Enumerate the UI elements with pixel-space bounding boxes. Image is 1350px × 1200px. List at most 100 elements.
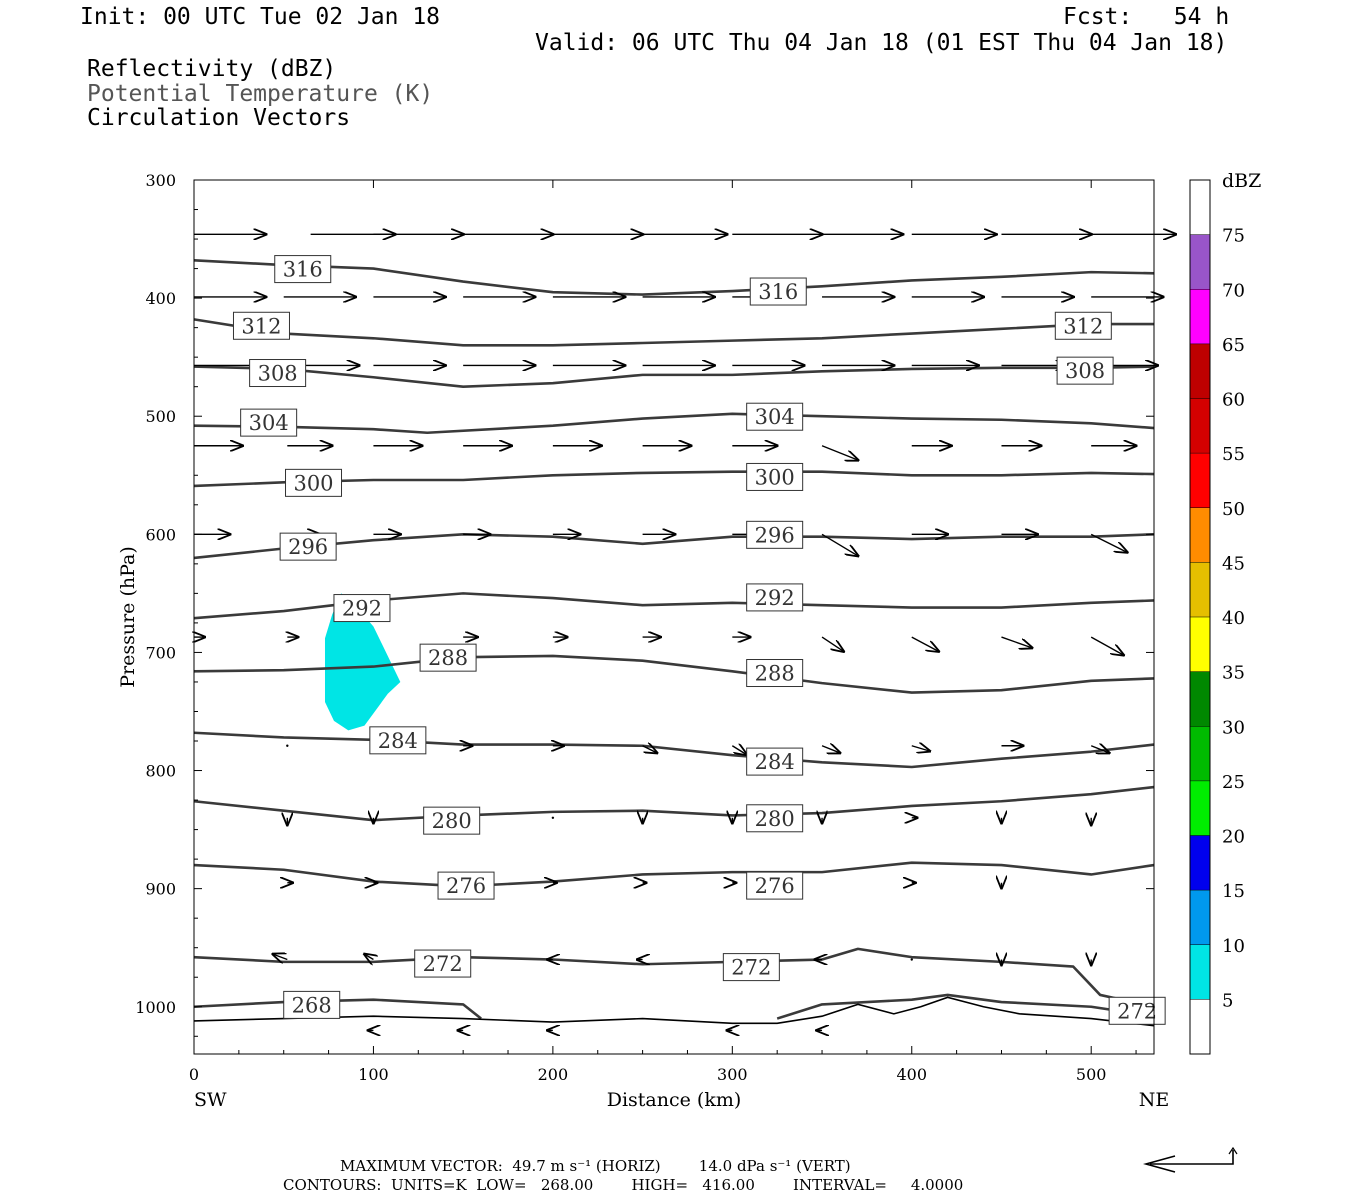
colorbar-segment [1190,289,1210,344]
contour-label-undefined: 272 [423,952,463,976]
contour-label-box-8 [285,468,343,497]
vector-6-6 [911,746,930,751]
contour-label-undefined: 284 [378,729,418,753]
x-tick-label-200: 200 [538,1065,569,1084]
x-tick-label-400: 400 [896,1065,927,1084]
colorbar-label-15: 15 [1222,881,1245,902]
vector-6-5 [821,746,840,753]
contour-info-note: CONTOURS: UNITS=K LOW= 268.00 HIGH= 416.… [283,1176,964,1194]
colorbar-label-50: 50 [1222,499,1245,520]
contour-label-undefined: 308 [1065,359,1105,383]
vector-9-0 [273,954,288,959]
isentrope-316-0 [193,259,1155,296]
reflectivity-area-0 [324,593,401,731]
contour-label-box-25 [283,990,341,1019]
colorbar-label-10: 10 [1222,936,1245,957]
contour-label-undefined: 300 [755,465,795,489]
colorbar-segment [1190,562,1210,617]
contour-label-box-3 [1054,311,1112,340]
isentrope-304-3 [193,412,1155,435]
field-title-reflectivity: Reflectivity (dBZ) [87,56,337,82]
colorbar-label-75: 75 [1222,226,1245,247]
forecast-hour: Fcst: 54 h [1063,4,1230,30]
contour-label-box-11 [746,520,804,549]
init-time: Init: 00 UTC Tue 02 Jan 18 [80,4,441,30]
x-right-direction-label: NE [1139,1089,1170,1111]
contour-label-box-0 [274,255,332,284]
contour-label-undefined: 272 [1117,999,1157,1023]
contour-label-box-17 [746,747,804,776]
contour-label-undefined: 280 [755,807,795,831]
y-tick-label-800: 800 [145,762,176,781]
field-title-vectors: Circulation Vectors [87,105,351,131]
isentrope-300-4 [193,470,1155,488]
colorbar-label-70: 70 [1222,280,1245,301]
vector-9-7 [910,958,913,961]
reference-vector-vertical-head [1228,1146,1238,1155]
surface-pressure-line [193,996,1155,1027]
contour-label-undefined: 280 [432,809,472,833]
contour-label-box-20 [437,871,495,900]
colorbar-label-65: 65 [1222,335,1245,356]
x-tick-label-0: 0 [189,1065,199,1084]
contour-label-undefined: 316 [758,280,798,304]
vector-6-4 [731,746,746,755]
colorbar-segment [1190,398,1210,454]
contour-label-undefined: 312 [1063,314,1103,338]
contour-label-undefined: 300 [293,471,333,495]
isentrope-288-7 [193,654,1155,694]
contour-label-box-24 [1108,996,1166,1025]
contour-label-undefined: 288 [428,646,468,670]
vector-9-1 [364,954,373,959]
contour-label-undefined: 304 [755,405,795,429]
colorbar-segment [1190,234,1210,290]
valid-time: Valid: 06 UTC Thu 04 Jan 18 (01 EST Thu … [535,30,1228,56]
y-tick-label-900: 900 [145,880,176,899]
contour-label-box-16 [369,726,427,755]
contour-label-box-23 [722,953,780,982]
colorbar-segment [1190,726,1210,781]
contour-label-box-6 [240,408,298,437]
contour-label-undefined: 276 [446,874,486,898]
colorbar-segment [1190,780,1210,836]
colorbar-segment [1190,944,1210,1000]
colorbar-segment [1190,835,1210,891]
vector-5-7 [911,636,939,651]
plot-frame [193,179,1155,1055]
colorbar-label-5: 5 [1222,990,1233,1011]
y-axis-label: Pressure (hPa) [117,546,139,688]
y-tick-label-600: 600 [145,525,176,544]
y-tick-label-500: 500 [145,407,176,426]
contour-label-undefined: 272 [731,956,771,980]
colorbar-label-45: 45 [1222,553,1245,574]
colorbar-label-30: 30 [1222,717,1245,738]
contour-label-undefined: 296 [755,523,795,547]
contour-label-box-4 [249,359,307,388]
contour-label-box-13 [746,583,804,612]
contour-label-undefined: 296 [288,535,328,559]
x-tick-label-100: 100 [358,1065,389,1084]
colorbar-title: dBZ [1222,170,1261,192]
vector-6-8 [1090,746,1109,753]
contour-label-undefined: 288 [755,662,795,686]
isentrope-268-13 [776,993,1155,1020]
reference-vector [1150,1150,1234,1165]
contour-label-undefined: 308 [258,362,298,386]
contour-label-box-5 [1056,356,1114,385]
x-tick-label-500: 500 [1076,1065,1107,1084]
colorbar-label-40: 40 [1222,608,1245,629]
colorbar-segment [1190,671,1210,727]
contour-label-undefined: 276 [755,874,795,898]
isentrope-284-8 [193,731,1155,769]
x-left-direction-label: SW [194,1089,227,1111]
isentrope-308-2 [193,365,1155,388]
vector-5-9 [1090,636,1123,655]
colorbar-segment [1190,890,1210,945]
contour-label-undefined: 304 [249,411,289,435]
contour-label-box-10 [279,532,337,561]
colorbar-segment [1190,180,1210,235]
contour-label-box-12 [333,594,391,623]
isentrope-296-5 [193,533,1155,560]
colorbar-label-25: 25 [1222,772,1245,793]
